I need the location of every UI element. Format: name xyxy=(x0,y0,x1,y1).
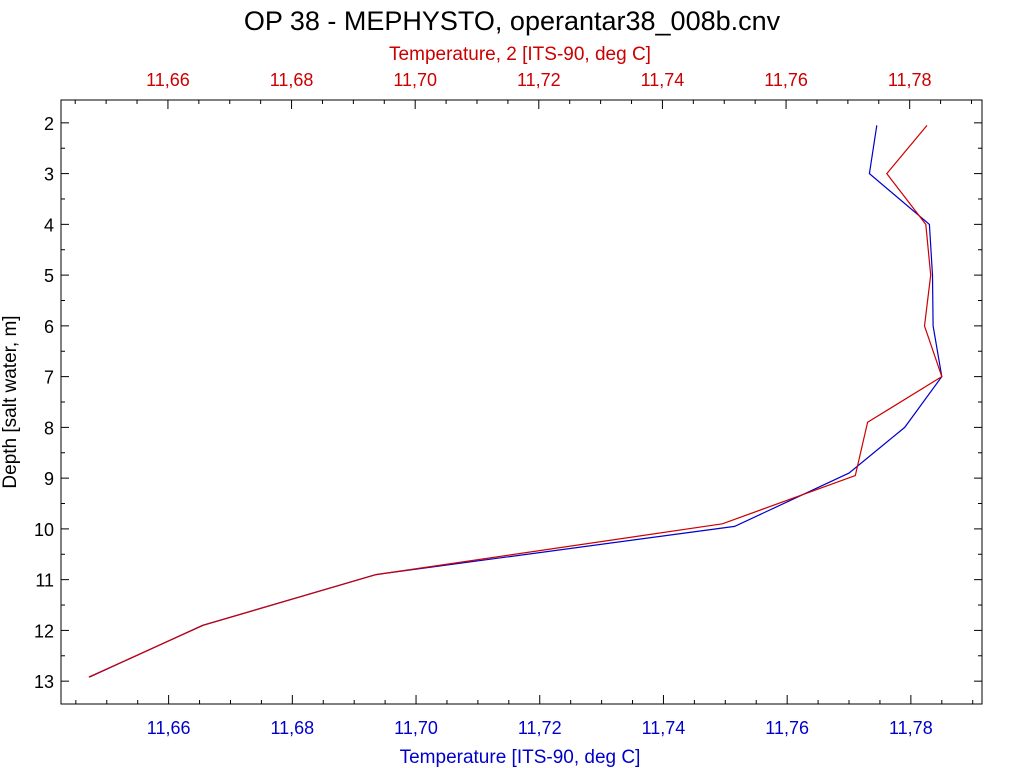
bottom-axis-tick-label: 11,74 xyxy=(642,718,686,738)
bottom-axis-tick-label: 11,70 xyxy=(394,718,438,738)
top-axis-tick-label: 11,72 xyxy=(517,70,561,90)
ticks-layer: 2 3 4 5 6 7 8 9 10 11 12 13 11,66 11,68 11,70 11,72 11,7… xyxy=(34,70,982,738)
bottom-axis-tick-label: 11,68 xyxy=(270,718,314,738)
y-tick-label: 9 xyxy=(44,469,54,489)
y-tick-label: 11 xyxy=(35,571,54,591)
y-tick-label: 3 xyxy=(44,165,54,185)
series-layer xyxy=(88,125,943,678)
y-axis-label: Depth [salt water, m] xyxy=(0,315,21,488)
bottom-axis-tick-label: 11,78 xyxy=(889,718,933,738)
series-line-temperature xyxy=(89,125,943,678)
top-axis-tick-label: 11,66 xyxy=(146,70,190,90)
y-tick-label: 2 xyxy=(44,114,54,134)
bottom-axis-tick-label: 11,72 xyxy=(518,718,562,738)
y-tick-label: 10 xyxy=(34,520,54,540)
y-tick-label: 12 xyxy=(34,621,54,641)
top-axis-tick-label: 11,78 xyxy=(888,70,932,90)
bottom-axis-tick-label: 11,76 xyxy=(765,718,809,738)
y-tick-label: 13 xyxy=(34,672,54,692)
top-axis-tick-label: 11,74 xyxy=(641,70,685,90)
series-line-temperature-2 xyxy=(88,125,943,678)
y-tick-label: 6 xyxy=(44,317,54,337)
plot-frame xyxy=(60,99,983,705)
y-tick-label: 7 xyxy=(44,368,54,388)
y-tick-label: 8 xyxy=(44,418,54,438)
chart-title: OP 38 - MEPHYSTO, operantar38_008b.cnv xyxy=(244,6,781,36)
bottom-axis-label: Temperature [ITS-90, deg C] xyxy=(400,747,641,768)
top-axis-tick-label: 11,76 xyxy=(764,70,808,90)
top-axis-tick-label: 11,68 xyxy=(270,70,314,90)
y-tick-label: 4 xyxy=(44,215,54,235)
top-axis-label: Temperature, 2 [ITS-90, deg C] xyxy=(389,44,651,65)
top-axis-tick-label: 11,70 xyxy=(393,70,437,90)
bottom-axis-tick-label: 11,66 xyxy=(147,718,191,738)
y-tick-label: 5 xyxy=(44,266,54,286)
